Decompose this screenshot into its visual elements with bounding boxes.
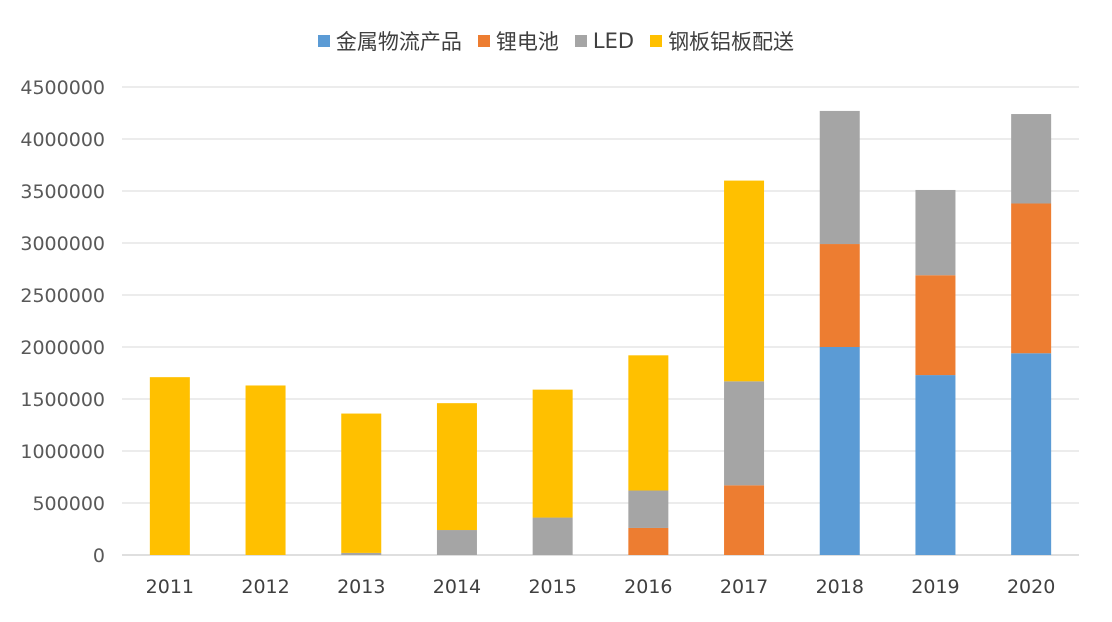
bar-segment (436, 530, 477, 555)
x-tick-label: 2019 (911, 576, 959, 598)
bar-segment (628, 490, 669, 528)
legend-label: 锂电池 (495, 30, 559, 54)
x-tick-label: 2011 (146, 576, 194, 598)
bar-segment (628, 527, 669, 555)
bar-segment (819, 347, 860, 555)
bar-segment (436, 403, 477, 531)
y-tick-label: 2000000 (20, 337, 105, 359)
legend-item: 锂电池 (477, 26, 559, 56)
bar-segment (149, 377, 190, 555)
legend-item: 金属物流产品 (317, 26, 462, 56)
bar-segment (724, 381, 765, 486)
legend-label: LED (592, 29, 635, 53)
bar-segment (915, 275, 956, 376)
y-tick-label: 4000000 (20, 129, 105, 151)
bar-segment (341, 413, 382, 553)
legend-swatch (650, 35, 663, 47)
bar-segment (341, 552, 382, 555)
legend-label: 钢板铝板配送 (668, 30, 795, 54)
legend-label: 金属物流产品 (335, 30, 462, 54)
bar-segment (915, 189, 956, 276)
y-tick-label: 4500000 (20, 77, 105, 99)
legend-swatch (574, 35, 587, 47)
bar-segment (819, 110, 860, 245)
bar-segment (1011, 203, 1052, 354)
bar-segment (724, 180, 765, 382)
x-tick-label: 2020 (1007, 576, 1055, 598)
bar-segment (819, 244, 860, 347)
bar-segment (532, 517, 573, 555)
x-tick-label: 2016 (624, 576, 672, 598)
legend-swatch (477, 35, 490, 47)
x-tick-label: 2015 (528, 576, 576, 598)
y-tick-label: 3500000 (20, 181, 105, 203)
bar-segment (1011, 353, 1052, 555)
y-tick-label: 1500000 (20, 389, 105, 411)
legend-swatch (317, 35, 330, 47)
bar-segment (724, 485, 765, 555)
y-tick-label: 500000 (32, 493, 105, 515)
y-tick-label: 2500000 (20, 285, 105, 307)
bar-segment (532, 389, 573, 518)
x-tick-label: 2018 (816, 576, 864, 598)
y-tick-label: 1000000 (20, 441, 105, 463)
bar-segment (915, 375, 956, 555)
bar-segment (1011, 114, 1052, 204)
x-tick-label: 2017 (720, 576, 768, 598)
y-tick-label: 0 (93, 545, 105, 567)
x-tick-label: 2013 (337, 576, 385, 598)
legend-item: LED (574, 29, 635, 53)
x-tick-label: 2012 (241, 576, 289, 598)
x-tick-label: 2014 (433, 576, 481, 598)
chart-legend: 金属物流产品 锂电池 LED 钢板铝板配送 (0, 26, 1112, 56)
legend-item: 钢板铝板配送 (650, 26, 794, 56)
bar-segment (628, 355, 669, 491)
y-tick-label: 3000000 (20, 233, 105, 255)
bar-segment (245, 385, 286, 555)
